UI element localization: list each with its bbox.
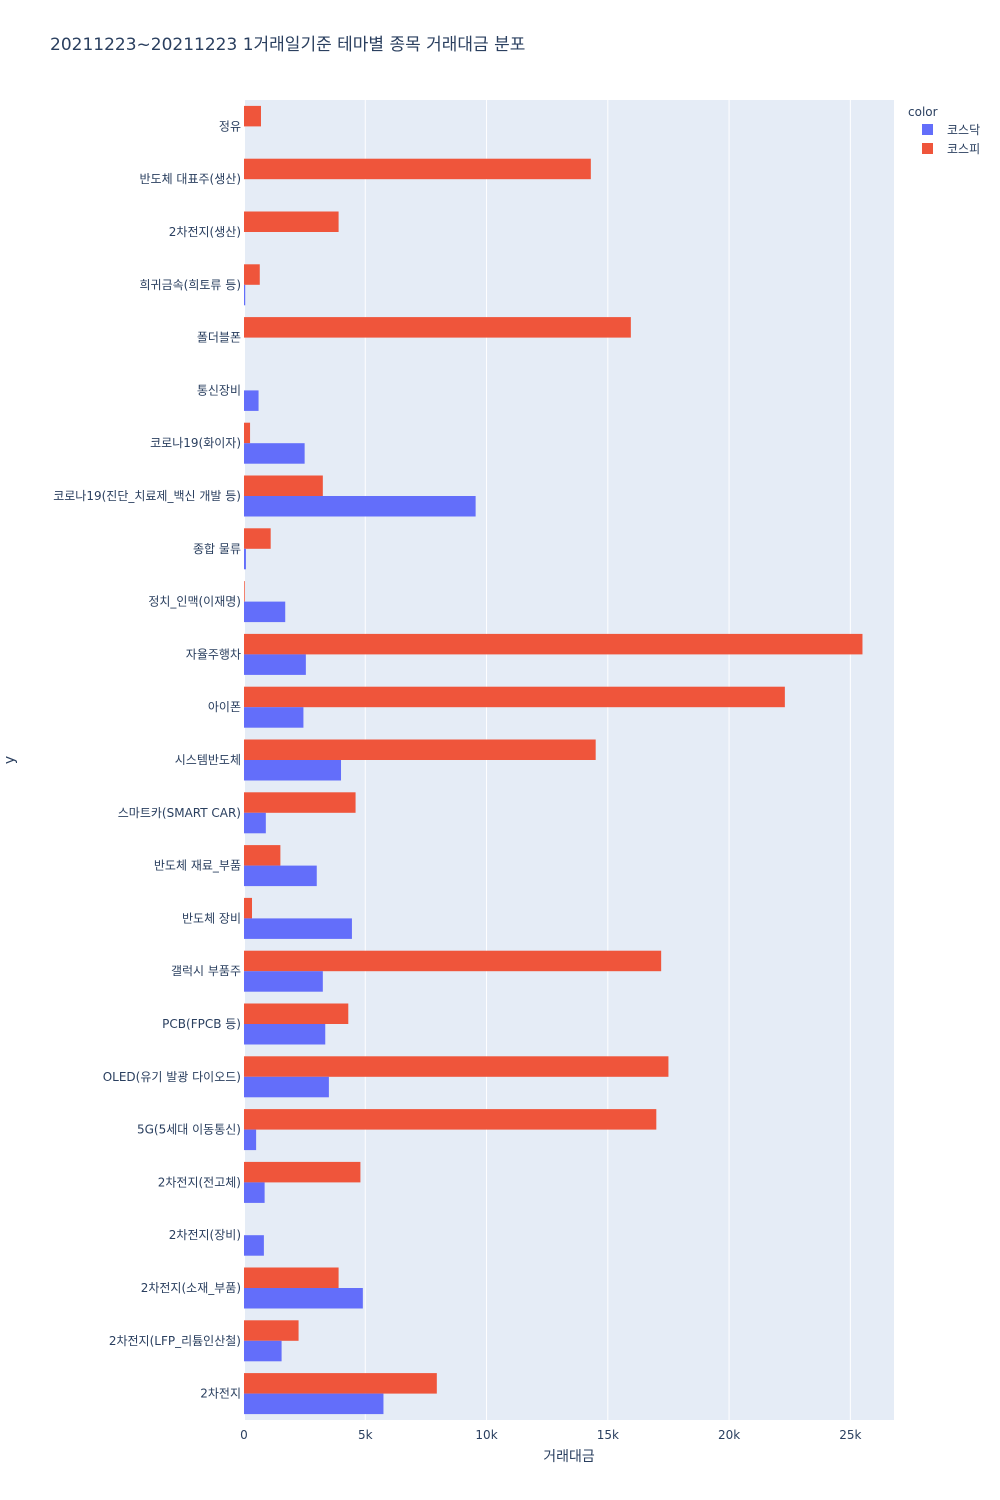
chart-title: 20211223~20211223 1거래일기준 테마별 종목 거래대금 분포 [50, 35, 525, 55]
y-tick-label: 통신장비 [197, 383, 241, 397]
bar-kosdaq[interactable] [244, 601, 286, 623]
y-tick-label: 2차전지 [200, 1387, 241, 1401]
bar-kospi[interactable] [244, 422, 251, 444]
bar-kospi[interactable] [244, 1267, 339, 1289]
bar-kospi[interactable] [244, 581, 245, 602]
y-tick-label: 2차전지(장비) [169, 1228, 241, 1242]
x-tick-label: 0 [240, 1428, 248, 1442]
y-tick-label: 폴더블폰 [197, 331, 241, 345]
y-tick-label: 시스템반도체 [175, 753, 241, 767]
legend-label[interactable]: 코스닥 [947, 123, 980, 137]
bar-kosdaq[interactable] [244, 918, 352, 939]
bar-kosdaq[interactable] [244, 1129, 257, 1151]
bar-kosdaq[interactable] [244, 1340, 282, 1362]
y-tick-label: OLED(유기 발광 다이오드) [103, 1070, 241, 1084]
y-tick-label: 스마트카(SMART CAR) [118, 806, 241, 820]
y-tick-label: 2차전지(생산) [169, 225, 241, 239]
y-tick-label: 자율주행차 [186, 646, 241, 661]
bar-kospi[interactable] [244, 264, 260, 285]
y-tick-label: 아이폰 [208, 700, 241, 714]
bar-kospi[interactable] [244, 792, 356, 813]
legend-swatch[interactable] [922, 143, 933, 154]
bar-kospi[interactable] [244, 475, 323, 497]
x-tick-label: 25k [839, 1428, 861, 1442]
bar-kospi[interactable] [244, 1109, 657, 1130]
bar-kospi[interactable] [244, 739, 596, 761]
bar-kosdaq[interactable] [244, 707, 304, 728]
bar-kosdaq[interactable] [244, 1076, 329, 1098]
bar-kospi[interactable] [244, 633, 863, 655]
y-tick-label: 코로나19(화이자) [150, 436, 241, 450]
y-tick-label: 갤럭시 부품주 [171, 964, 241, 978]
legend-label[interactable]: 코스피 [947, 142, 980, 156]
x-tick-label: 15k [597, 1428, 619, 1442]
x-axis-title: 거래대금 [543, 1449, 595, 1465]
bar-kosdaq[interactable] [244, 284, 246, 306]
bar-kospi[interactable] [244, 845, 281, 866]
bar-kospi[interactable] [244, 686, 785, 708]
legend-title: color [908, 105, 938, 119]
y-tick-label: PCB(FPCB 등) [162, 1017, 241, 1031]
bar-kospi[interactable] [244, 105, 261, 127]
x-axis-ticks: 0 5k 10k 15k 20k 25k [240, 1428, 861, 1442]
bars[interactable] [244, 105, 863, 1415]
bar-kosdaq[interactable] [244, 1235, 264, 1256]
y-tick-label: 반도체 재료_부품 [154, 859, 241, 873]
bar-kospi[interactable] [244, 1161, 361, 1183]
bar-kosdaq[interactable] [244, 390, 259, 411]
bar-kospi[interactable] [244, 1056, 669, 1077]
y-tick-label: 코로나19(진단_치료제_백신 개발 등) [53, 489, 241, 503]
bar-kosdaq[interactable] [244, 548, 246, 570]
bar-kospi[interactable] [244, 1320, 299, 1341]
legend-swatch[interactable] [922, 124, 933, 135]
y-tick-label: 정치_인맥(이재명) [148, 595, 241, 609]
y-tick-label: 2차전지(전고체) [158, 1175, 241, 1189]
y-tick-label: 종합 물류 [193, 542, 241, 556]
bar-kosdaq[interactable] [244, 443, 305, 464]
y-tick-label: 5G(5세대 이동통신) [137, 1123, 241, 1137]
bar-kosdaq[interactable] [244, 865, 317, 887]
bar-kospi[interactable] [244, 158, 591, 180]
bar-kospi[interactable] [244, 211, 339, 233]
y-axis-title: y [2, 756, 18, 764]
y-tick-label: 반도체 대표주(생산) [140, 172, 242, 186]
y-tick-label: 정유 [219, 119, 241, 133]
bar-kosdaq[interactable] [244, 654, 306, 675]
bar-kospi[interactable] [244, 528, 271, 549]
bar-kosdaq[interactable] [244, 971, 323, 992]
bar-kosdaq[interactable] [244, 812, 266, 834]
bar-kosdaq[interactable] [244, 760, 342, 781]
x-tick-label: 20k [718, 1428, 740, 1442]
bar-kosdaq[interactable] [244, 1393, 384, 1415]
x-tick-label: 5k [358, 1428, 373, 1442]
y-tick-label: 2차전지(소재_부품) [141, 1281, 241, 1295]
bar-kospi[interactable] [244, 950, 662, 972]
bar-kosdaq[interactable] [244, 1182, 265, 1203]
bar-kospi[interactable] [244, 1003, 349, 1025]
y-tick-label: 희귀금속(희토류 등) [140, 278, 242, 292]
y-tick-label: 2차전지(LFP_리튬인산철) [109, 1334, 241, 1348]
bar-kospi[interactable] [244, 897, 253, 919]
bar-kospi[interactable] [244, 317, 631, 338]
x-tick-label: 10k [475, 1428, 497, 1442]
y-tick-label: 반도체 장비 [182, 911, 241, 925]
bar-kosdaq[interactable] [244, 496, 476, 517]
bar-kosdaq[interactable] [244, 1288, 363, 1309]
bar-kospi[interactable] [244, 1373, 437, 1394]
bar-kosdaq[interactable] [244, 1024, 326, 1045]
